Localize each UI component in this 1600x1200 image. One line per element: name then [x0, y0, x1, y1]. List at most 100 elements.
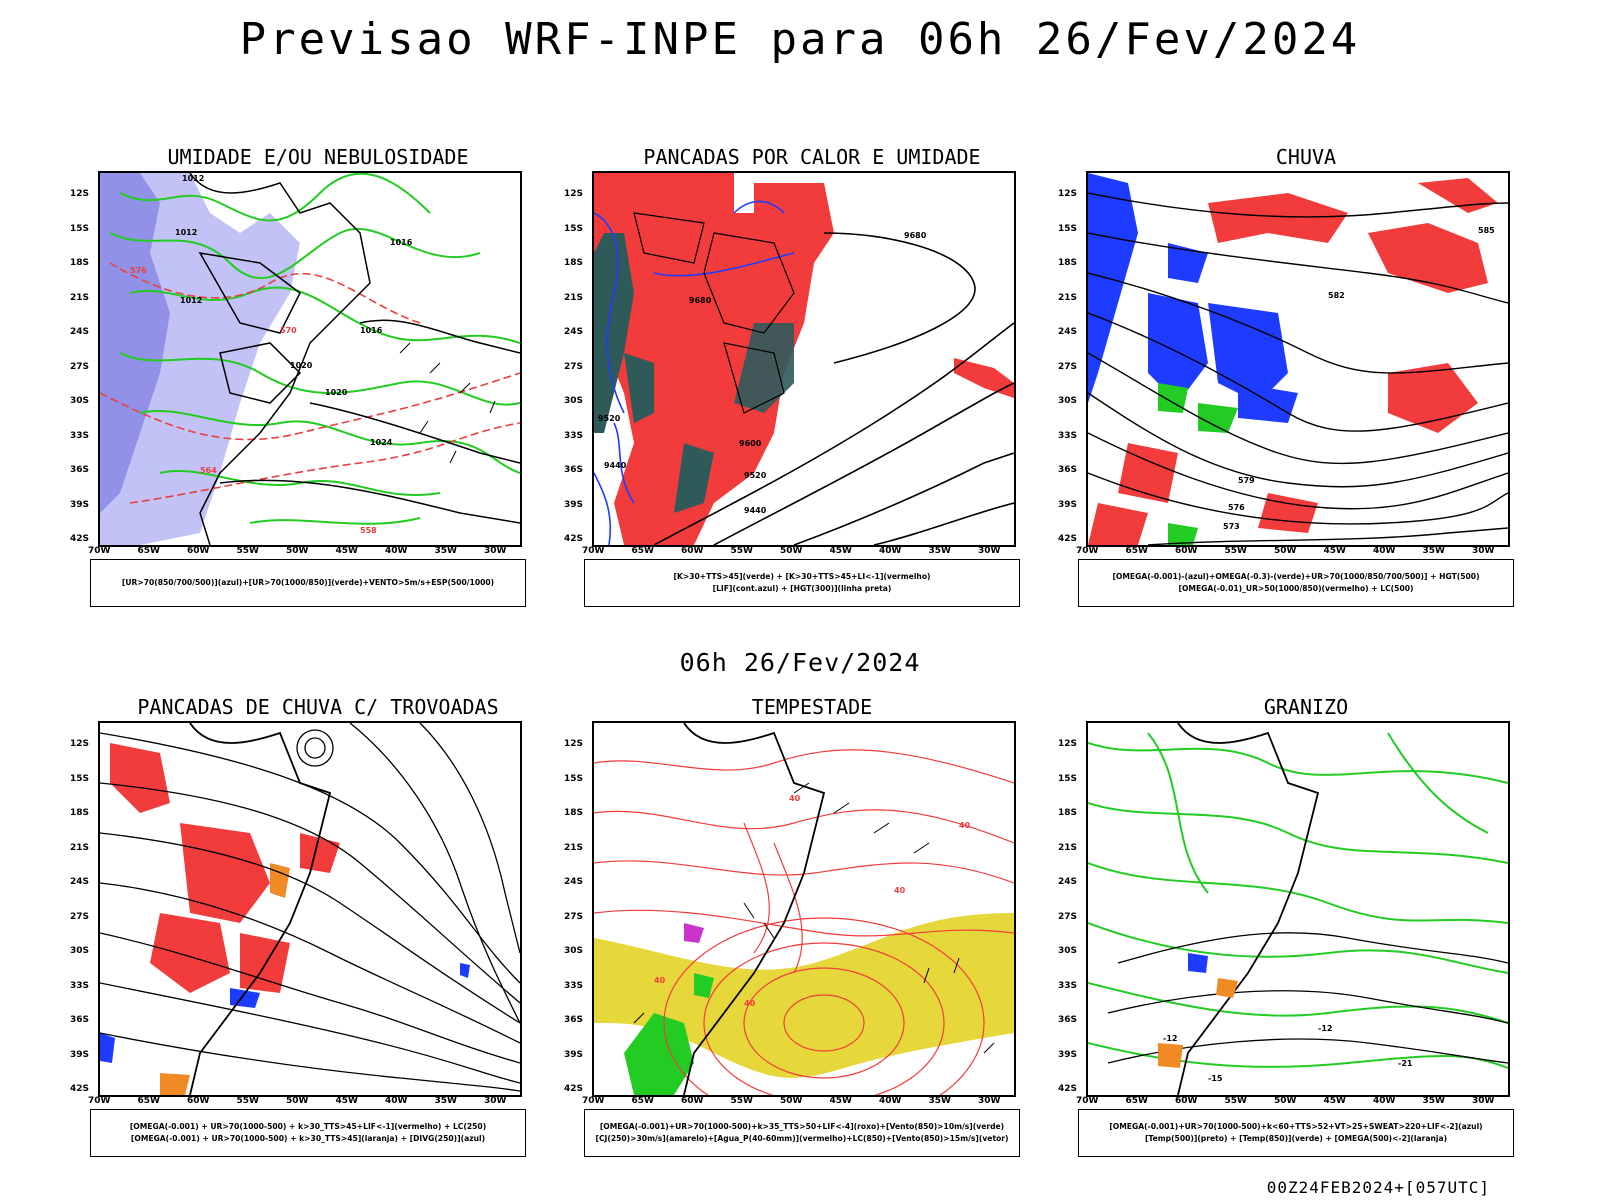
latitude-tick-label: 39S — [70, 499, 90, 510]
longitude-tick-label: 55W — [730, 1096, 753, 1106]
panel-umidade: UMIDADE E/OU NEBULOSIDADE — [70, 145, 538, 615]
longitude-tick-label: 60W — [187, 1096, 210, 1106]
longitude-tick-label: 55W — [236, 1096, 259, 1106]
contour-label: 40 — [744, 999, 756, 1008]
latitude-tick-label: 21S — [70, 292, 90, 303]
latitude-tick-label: 27S — [1058, 911, 1078, 922]
latitude-tick-label: 21S — [564, 842, 584, 853]
longitude-tick-label: 65W — [631, 1096, 654, 1106]
latitude-tick-label: 36S — [564, 465, 584, 475]
contour-label: -21 — [1398, 1059, 1413, 1068]
latitude-tick-label: 42S — [1058, 534, 1078, 544]
legend-box: [OMEGA(-0.001)+UR>70(1000-500)+k>35_TTS>… — [584, 1109, 1020, 1157]
legend-box: [K>30+TTS>45](verde) + [K>30+TTS>45+LI<-… — [584, 559, 1020, 607]
longitude-tick-label: 40W — [879, 1096, 902, 1106]
map-chuva: 585 582 579 576 573 — [1086, 171, 1510, 547]
legend-box: [UR>70(850/700/500)](azul)+[UR>70(1000/8… — [90, 559, 526, 607]
page-title: Previsao WRF-INPE para 06h 26/Fev/2024 — [239, 14, 1361, 65]
latitude-tick-label: 18S — [564, 808, 584, 818]
latitude-tick-label: 30S — [1058, 396, 1078, 406]
longitude-tick-label: 50W — [286, 1096, 309, 1106]
map-pancadas-calor: 9680 9680 9600 9520 9440 9440 9520 — [592, 171, 1016, 547]
contour-label: -12 — [1163, 1034, 1177, 1043]
longitude-tick-label: 30W — [484, 1096, 507, 1106]
longitude-tick-label: 50W — [780, 546, 803, 556]
contour-label: 1012 — [182, 174, 204, 183]
longitude-tick-label: 45W — [1323, 546, 1346, 556]
latitude-tick-label: 39S — [70, 1049, 90, 1060]
latitude-tick-label: 30S — [564, 396, 584, 406]
contour-label: 40 — [654, 976, 666, 985]
latitude-tick-label: 30S — [564, 946, 584, 956]
contour-label: 9520 — [598, 414, 621, 423]
contour-label: 9680 — [904, 231, 927, 240]
longitude-tick-label: 35W — [434, 1096, 457, 1106]
longitude-tick-label: 40W — [879, 546, 902, 556]
latitude-tick-label: 21S — [1058, 842, 1078, 853]
contour-label: 9520 — [744, 471, 767, 480]
legend-line: [OMEGA(-0.001)-(azul)+OMEGA(-0.3)-(verde… — [1112, 572, 1480, 581]
latitude-tick-label: 15S — [70, 773, 90, 784]
longitude-tick-label: 40W — [1373, 546, 1396, 556]
subtitle: 06h 26/Fev/2024 — [679, 648, 921, 677]
panel-title: TEMPESTADE — [751, 695, 873, 719]
legend-line: [CJ(250)>30m/s](amarelo)+[Agua_P(40-60mm… — [595, 1134, 1009, 1143]
panel-title: PANCADAS DE CHUVA C/ TROVOADAS — [137, 695, 499, 719]
longitude-tick-label: 70W — [1076, 1096, 1099, 1106]
latitude-tick-label: 15S — [1058, 223, 1078, 234]
latitude-tick-label: 33S — [1058, 980, 1078, 991]
latitude-tick-label: 30S — [70, 946, 90, 956]
map-trovoadas — [98, 721, 522, 1097]
latitude-tick-label: 18S — [1058, 808, 1078, 818]
contour-label: 558 — [360, 526, 377, 535]
latitude-tick-label: 12S — [564, 189, 584, 199]
longitude-tick-label: 60W — [1175, 1096, 1198, 1106]
legend-line: [Temp(500)](preto) + [Temp(850)](verde) … — [1144, 1134, 1448, 1143]
legend-line: [OMEGA(-0.001)+UR>70(1000-500)+k>35_TTS>… — [599, 1122, 1005, 1131]
legend-line: [LIF](cont.azul) + [HGT(300)](linha pret… — [712, 584, 892, 593]
legend-line: [OMEGA(-0.001) + UR>70(1000-500) + k>30_… — [130, 1134, 486, 1143]
panel-tempestade: TEMPESTADE — [564, 695, 1032, 1165]
latitude-tick-label: 42S — [564, 534, 584, 544]
longitude-tick-label: 60W — [1175, 546, 1198, 556]
longitude-tick-label: 55W — [730, 546, 753, 556]
contour-label: 1024 — [370, 438, 393, 447]
latitude-tick-label: 12S — [70, 189, 90, 199]
latitude-tick-label: 42S — [70, 534, 90, 544]
latitude-tick-label: 24S — [1058, 877, 1078, 887]
latitude-tick-label: 15S — [564, 223, 584, 234]
latitude-tick-label: 33S — [70, 430, 90, 441]
latitude-tick-label: 24S — [70, 327, 90, 337]
longitude-tick-label: 55W — [236, 546, 259, 556]
longitude-tick-label: 50W — [780, 1096, 803, 1106]
latitude-tick-label: 42S — [564, 1084, 584, 1094]
contour-label: 40 — [789, 794, 801, 803]
latitude-tick-label: 24S — [564, 327, 584, 337]
contour-label: 570 — [280, 326, 297, 335]
contour-label: 40 — [894, 886, 906, 895]
longitude-tick-label: 40W — [385, 1096, 408, 1106]
longitude-tick-label: 35W — [1422, 1096, 1445, 1106]
latitude-tick-label: 30S — [70, 396, 90, 406]
latitude-tick-label: 24S — [564, 877, 584, 887]
panel-title: PANCADAS POR CALOR E UMIDADE — [643, 145, 981, 169]
longitude-tick-label: 70W — [88, 546, 111, 556]
run-timestamp: 00Z24FEB2024+[057UTC] — [1266, 1178, 1490, 1197]
longitude-tick-label: 65W — [631, 546, 654, 556]
longitude-tick-label: 45W — [1323, 1096, 1346, 1106]
longitude-tick-label: 60W — [681, 1096, 704, 1106]
legend-line: [OMEGA(-0.001) + UR>70(1000-500) + k>30_… — [129, 1122, 487, 1131]
latitude-tick-label: 12S — [1058, 189, 1078, 199]
latitude-tick-label: 36S — [1058, 465, 1078, 475]
panel-chuva: CHUVA — [1058, 145, 1526, 615]
contour-label: 564 — [200, 466, 217, 475]
latitude-tick-label: 24S — [1058, 327, 1078, 337]
panel-title: CHUVA — [1275, 145, 1337, 169]
longitude-tick-label: 45W — [335, 546, 358, 556]
legend-box: [OMEGA(-0.001)+UR>70(1000-500)+k<60+TTS>… — [1078, 1109, 1514, 1157]
latitude-tick-label: 30S — [1058, 946, 1078, 956]
contour-label: 9680 — [689, 296, 712, 305]
longitude-tick-label: 35W — [434, 546, 457, 556]
latitude-tick-label: 18S — [1058, 258, 1078, 268]
longitude-tick-label: 30W — [978, 546, 1001, 556]
